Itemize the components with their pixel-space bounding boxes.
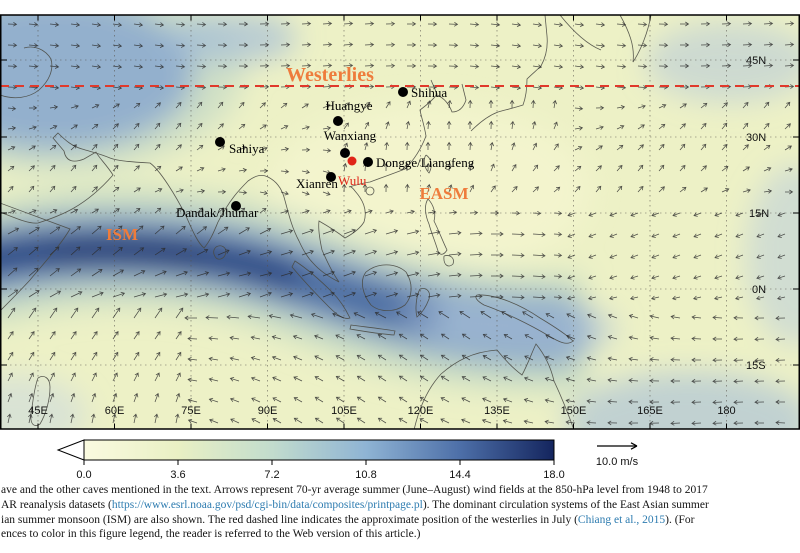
caption-text: AR reanalysis datasets ( [1,498,112,511]
site-label-xianren: Xianren [296,176,338,191]
colorbar-tick-label: 7.2 [264,469,279,481]
site-label-huangye: Huangye [326,98,373,113]
wind-field-map: 45E 60E 75E 90E 105E 120E 135E 150E 165E… [0,14,800,430]
lon-tick-label: 135E [484,405,510,417]
lat-tick-label: 15S [746,360,766,372]
lon-tick-label: 75E [181,405,201,417]
caption-citation-link[interactable]: Chiang et al., 2015 [577,513,666,526]
caption-line-4: ences to color in this figure legend, th… [1,527,798,542]
lat-tick-label: 30N [746,132,766,144]
reference-vector-label: 10.0 m/s [596,456,639,468]
region-label-westerlies: Westerlies [286,64,374,86]
map-frame [0,14,800,430]
site-label-sahiya: Sahiya [229,141,265,156]
lon-tick-label: 45E [28,405,48,417]
colorbar-gradient [83,439,555,461]
caption-text: ). (For [665,513,695,526]
lon-tick-label: 165E [637,405,663,417]
colorbar-tick-label: 0.0 [76,469,91,481]
region-label-easm: EASM [419,184,468,203]
colorbar-tick-label: 14.4 [449,469,470,481]
site-label-shihua: Shihua [411,85,447,100]
caption-text: ences to color in this figure legend, th… [1,528,421,541]
site-dot-xianren [326,172,336,182]
site-dot-wanxiang [340,148,350,158]
lon-tick-label: 60E [105,405,125,417]
lon-tick-label: 120E [408,405,434,417]
lon-tick-label: 180 [717,405,735,417]
colorbar-tick-label: 10.8 [355,469,376,481]
wind-arrow-field [7,21,795,426]
site-dot-dandak-jhumar [231,201,241,211]
caption-line-3: ian summer monsoon (ISM) are also shown.… [1,513,798,528]
site-label-dongge-liangfeng: Dongge/Liangfeng [376,155,475,170]
lat-tick-label: 0N [752,284,766,296]
reference-vector-arrow [597,442,638,450]
caption-text: ave and the other caves mentioned in the… [1,484,708,496]
lon-tick-label: 150E [561,405,587,417]
colorbar-ticks [83,460,555,465]
lon-tick-label: 105E [331,405,357,417]
site-dot-dongge-liangfeng [363,157,373,167]
lat-tick-label: 45N [746,55,766,67]
region-label-ism: ISM [106,225,138,244]
site-label-dandak-jhumar: Dandak/Jhumar [176,205,259,220]
graticule [1,15,799,429]
caption-text: ian summer monsoon (ISM) are also shown.… [1,513,578,526]
colorbar-tick-label: 18.0 [543,469,564,481]
site-dot-huangye [333,116,343,126]
colorbar-tick-label: 3.6 [170,469,185,481]
site-dot-shihua [398,87,408,97]
caption-line-1: ave and the other caves mentioned in the… [1,483,798,498]
colorbar-underflow-arrow [56,439,85,461]
lon-tick-label: 90E [258,405,278,417]
wind-speed-shading [1,15,799,429]
axis-ticks [1,15,799,429]
lat-tick-label: 15N [749,208,769,220]
figure-caption: ave and the other caves mentioned in the… [1,483,798,542]
caption-text: ). The dominant circulation systems of t… [422,498,709,511]
site-dot-wulu [347,156,357,166]
caption-url-link[interactable]: https://www.esrl.noaa.gov/psd/cgi-bin/da… [111,498,423,511]
colorbar-svg: 0.0 3.6 7.2 10.8 14.4 18.0 10.0 m/s [56,439,639,481]
site-label-wulu: Wulu [338,173,367,188]
site-markers [215,87,408,211]
wind-map-svg: 45E 60E 75E 90E 105E 120E 135E 150E 165E… [0,14,800,430]
caption-line-2: AR reanalysis datasets (https://www.esrl… [1,498,798,513]
colorbar-legend: 0.0 3.6 7.2 10.8 14.4 18.0 10.0 m/s [0,433,800,483]
site-dot-sahiya [215,137,225,147]
site-label-wanxiang: Wanxiang [324,128,377,143]
